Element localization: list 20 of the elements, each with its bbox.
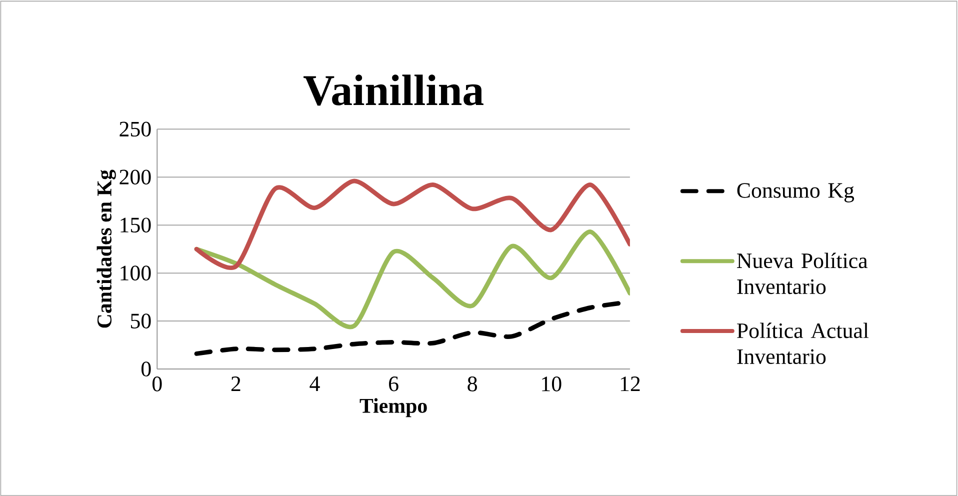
x-axis-title: Tiempo	[360, 398, 427, 418]
y-tick-label: 50	[130, 314, 151, 328]
y-tick-label: 200	[120, 170, 151, 184]
chart-title: Vainillina	[304, 74, 484, 106]
x-tick-label: 12	[620, 376, 640, 391]
x-tick-label: 4	[310, 376, 320, 391]
y-tick-label: 250	[120, 122, 151, 136]
x-tick-label: 8	[468, 376, 477, 392]
x-tick-label: 0	[152, 376, 162, 392]
legend-label: Política Actual Inventario	[737, 322, 869, 364]
x-tick-label: 10	[542, 376, 562, 392]
y-tick-label: 100	[120, 266, 151, 280]
x-tick-label: 2	[231, 376, 240, 391]
y-tick-label: 150	[120, 218, 151, 232]
legend-label: Nueva Política Inventario	[737, 252, 868, 294]
y-axis-title: Cantidades en Kg	[96, 170, 116, 328]
legend-label: Consumo Kg	[737, 183, 854, 202]
line-series	[194, 178, 630, 270]
y-tick-label: 0	[141, 362, 151, 376]
x-tick-label: 6	[389, 376, 398, 392]
